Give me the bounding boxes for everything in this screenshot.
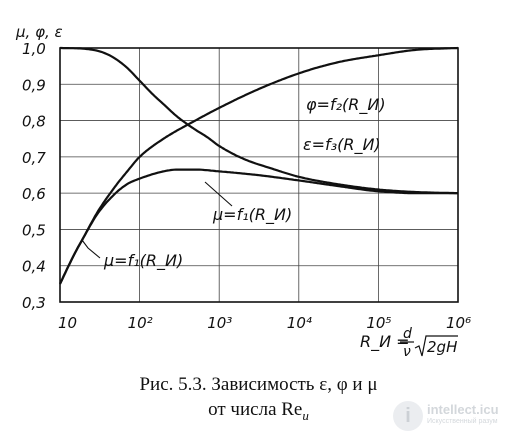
x-tick-label: 10⁶ (446, 314, 471, 332)
annotation-mu-lower: μ=f₁(R_И) (103, 251, 183, 271)
series-line-2 (59, 168, 458, 285)
figure-caption: Рис. 5.3. Зависимость ε, φ и μ от числа … (0, 372, 517, 428)
x-tick-label: 10 (58, 314, 77, 332)
series-line-0 (60, 46, 458, 195)
y-tick-label: 0,3 (22, 294, 46, 312)
chart-series (59, 46, 459, 285)
caption-line-1: Рис. 5.3. Зависимость ε, φ и μ (139, 374, 378, 395)
watermark-text: intellect.icu Искусственный разум (427, 402, 499, 428)
annotation-leader-0 (204, 181, 233, 207)
y-tick-label: 0,6 (22, 185, 46, 203)
caption-line-2-subscript: и (302, 407, 309, 423)
y-tick-label: 1,0 (22, 40, 46, 58)
formula-numerator: d (403, 326, 412, 342)
watermark-logo-icon: i (393, 401, 423, 431)
x-tick-label: 10² (128, 314, 153, 332)
formula-lhs: R_И = (360, 332, 410, 352)
y-tick-label: 0,4 (22, 258, 46, 276)
formula-denominator: ν (403, 344, 411, 360)
x-tick-label: 10⁴ (287, 314, 312, 332)
chart-axes (59, 47, 459, 303)
annotation-eps: ε=f₃(R_И) (303, 135, 381, 155)
watermark: i intellect.icu Искусственный разум (393, 398, 513, 434)
x-tick-label: 10³ (207, 314, 232, 332)
annotation-phi: φ=f₂(R_И) (306, 95, 386, 115)
y-tick-label: 0,8 (22, 113, 46, 131)
chart-tick-labels: 10 10² 10³ 10⁴ 10⁵ 10⁶ 1,0 0,9 0,8 0,7 0,6 0,5 0,4 0,… (22, 40, 471, 332)
caption-line-2-text: от числа Re (208, 399, 303, 420)
formula-root-sign (414, 335, 458, 357)
y-axis-label: μ, φ, ε (15, 23, 63, 41)
y-tick-label: 0,7 (22, 149, 46, 167)
annotation-mu-upper: μ=f₁(R_И) (212, 205, 292, 225)
watermark-sub: Искусственный разум (427, 418, 498, 425)
x-tick-label: 10⁵ (366, 314, 391, 332)
y-tick-label: 0,5 (22, 221, 46, 239)
caption-line-2: от числа Reи (0, 397, 517, 428)
watermark-main: intellect.icu (427, 402, 499, 417)
series-line-1 (59, 46, 459, 285)
y-tick-label: 0,9 (22, 76, 46, 94)
formula-root: 2gH (427, 338, 457, 356)
plot-frame (59, 47, 459, 303)
chart-grid (60, 48, 458, 302)
formula: R_И = d ν 2gH (360, 326, 458, 360)
annotation-leader-1 (81, 239, 101, 259)
chart: 10 10² 10³ 10⁴ 10⁵ 10⁶ 1,0 0,9 0,8 0,7 0,6 0,5 0,4 0,… (15, 23, 471, 360)
